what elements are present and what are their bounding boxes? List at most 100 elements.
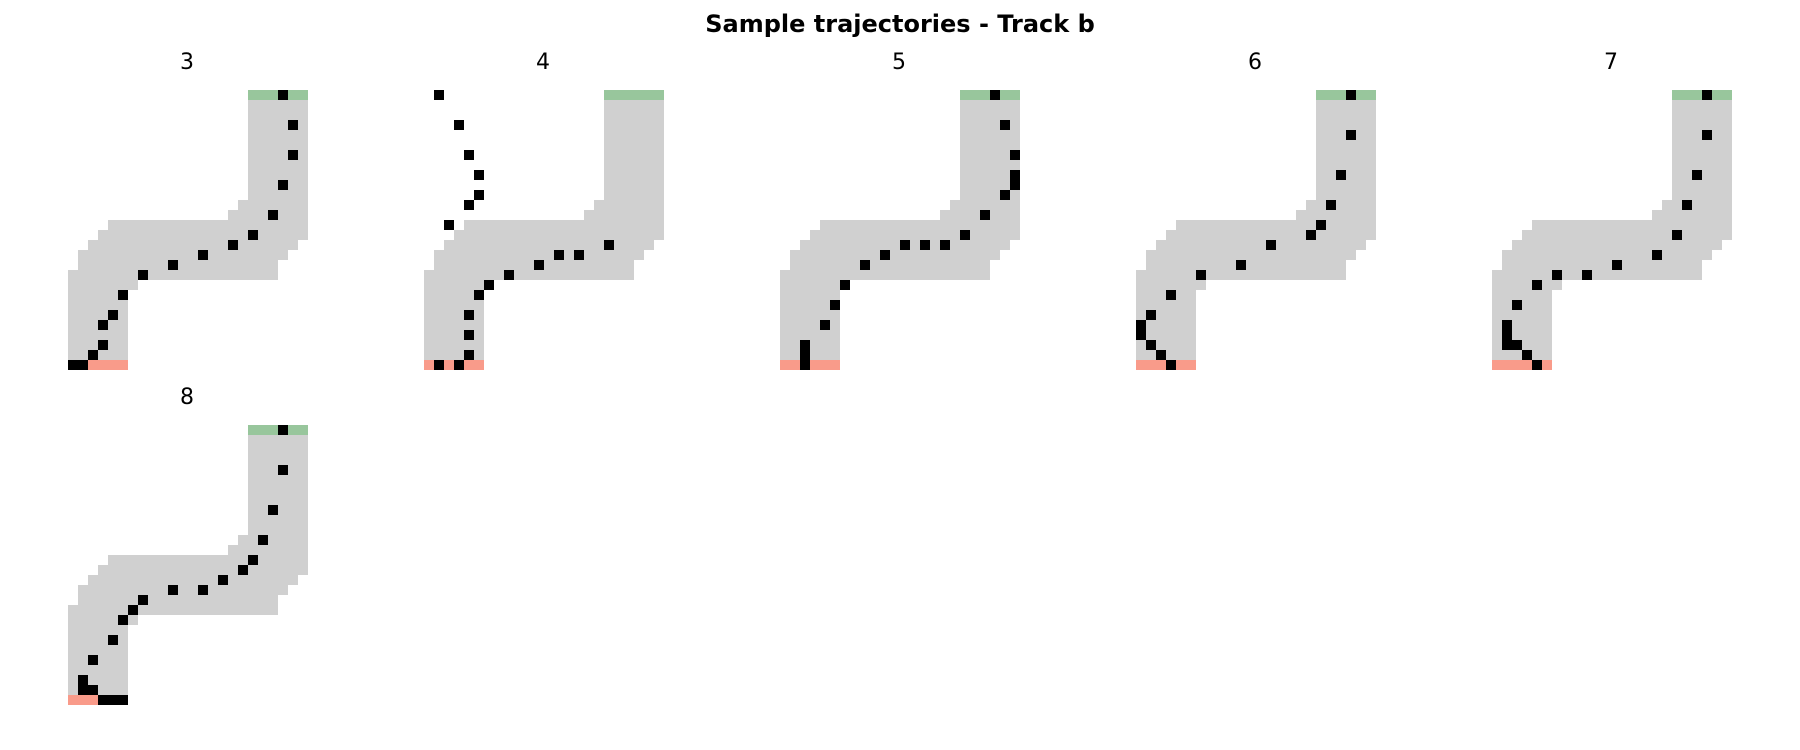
trajectory-point xyxy=(830,300,840,310)
track-row xyxy=(424,350,484,360)
track-row xyxy=(1156,240,1366,250)
trajectory-point xyxy=(840,280,850,290)
track-row xyxy=(604,170,664,180)
trajectory-point xyxy=(1236,260,1246,270)
trajectory-point xyxy=(1136,320,1146,330)
trajectory-point xyxy=(464,150,474,160)
trajectory-point xyxy=(1010,150,1020,160)
track-row xyxy=(604,150,664,160)
trajectory-point xyxy=(248,555,258,565)
track-row xyxy=(68,270,278,280)
track-row xyxy=(1176,220,1376,230)
track-row xyxy=(424,290,484,300)
track-row xyxy=(1136,270,1346,280)
track-row xyxy=(1146,250,1356,260)
track-row xyxy=(248,475,308,485)
trajectory-panel: 3 xyxy=(68,50,318,380)
trajectory-point xyxy=(474,190,484,200)
track-row xyxy=(248,455,308,465)
trajectory-point xyxy=(1326,200,1336,210)
trajectory-point xyxy=(1156,350,1166,360)
chart-title: Sample trajectories - Track b xyxy=(705,10,1095,38)
trajectory-point xyxy=(1346,90,1356,100)
panel-title: 6 xyxy=(1248,50,1262,75)
track-row xyxy=(424,280,494,290)
trajectory-point xyxy=(860,260,870,270)
track-row xyxy=(604,100,664,110)
trajectory-point xyxy=(288,120,298,130)
trajectory-point xyxy=(1682,200,1692,210)
trajectory-point xyxy=(248,230,258,240)
trajectory-point xyxy=(88,350,98,360)
track-row xyxy=(454,230,664,240)
track-row xyxy=(790,260,990,270)
trajectory-point xyxy=(464,200,474,210)
track-row xyxy=(780,320,840,330)
track-row xyxy=(780,280,850,290)
track-row xyxy=(1672,110,1732,120)
track-row xyxy=(1672,180,1732,190)
track-row xyxy=(88,240,298,250)
track-row xyxy=(604,190,664,200)
track-row xyxy=(1672,160,1732,170)
trajectory-point xyxy=(444,220,454,230)
track-row xyxy=(950,200,1020,210)
track-row xyxy=(248,515,308,525)
track-row xyxy=(68,310,128,320)
track-row xyxy=(68,635,128,645)
track-row xyxy=(960,130,1020,140)
trajectory-point xyxy=(278,465,288,475)
track-row xyxy=(604,160,664,170)
trajectory-point xyxy=(574,250,584,260)
track-row xyxy=(604,180,664,190)
track-row xyxy=(1316,100,1376,110)
track-row xyxy=(1672,100,1732,110)
track-row xyxy=(98,230,308,240)
track-row xyxy=(960,140,1020,150)
panel-title: 5 xyxy=(892,50,906,75)
track-row xyxy=(790,250,1000,260)
trajectory-point xyxy=(940,240,950,250)
trajectory-point xyxy=(1166,290,1176,300)
trajectory-point xyxy=(138,595,148,605)
track-row xyxy=(238,535,308,545)
track-row xyxy=(68,280,138,290)
track-row xyxy=(108,555,308,565)
trajectory-point xyxy=(78,685,88,695)
track-row xyxy=(960,170,1020,180)
track-row xyxy=(1502,260,1702,270)
trajectory-point xyxy=(1000,190,1010,200)
track-row xyxy=(1492,270,1702,280)
track-row xyxy=(68,290,128,300)
trajectory-point xyxy=(98,340,108,350)
trajectory-point xyxy=(238,565,248,575)
trajectory-point xyxy=(880,250,890,260)
trajectory-point xyxy=(278,425,288,435)
trajectory-point xyxy=(534,260,544,270)
track-row xyxy=(78,250,288,260)
trajectory-point xyxy=(138,270,148,280)
trajectory-point xyxy=(554,250,564,260)
track-row xyxy=(108,220,308,230)
trajectory-point xyxy=(434,90,444,100)
track-row xyxy=(424,320,484,330)
track-grid xyxy=(68,425,308,705)
track-row xyxy=(604,120,664,130)
trajectory-point xyxy=(168,260,178,270)
track-row xyxy=(604,130,664,140)
trajectory-point xyxy=(800,360,810,370)
trajectory-panel: 6 xyxy=(1136,50,1386,380)
track-row xyxy=(1316,160,1376,170)
track-row xyxy=(68,615,138,625)
track-row xyxy=(248,140,308,150)
track-row xyxy=(228,545,308,555)
finish-line xyxy=(604,90,664,100)
trajectory-point xyxy=(1502,340,1512,350)
track-row xyxy=(68,645,128,655)
trajectory-point xyxy=(288,150,298,160)
track-row xyxy=(960,150,1020,160)
track-row xyxy=(248,100,308,110)
trajectory-point xyxy=(1512,300,1522,310)
trajectory-point xyxy=(960,230,970,240)
trajectory-point xyxy=(278,180,288,190)
